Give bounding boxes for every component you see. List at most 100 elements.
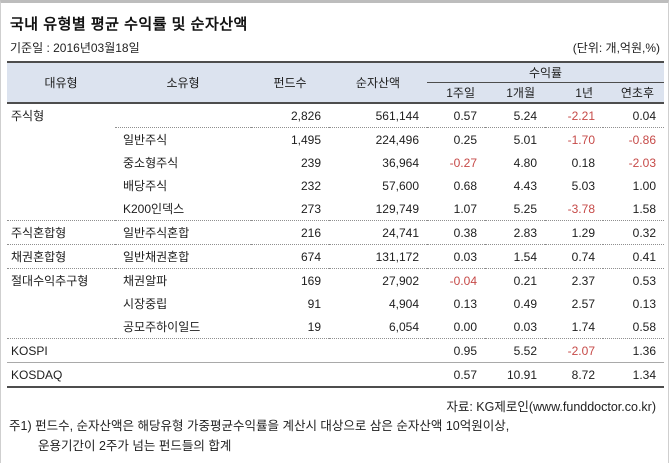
table-header: 대유형 소유형 펀드수 순자산액 수익률 1주일 1개월 1년 연초후	[7, 62, 664, 103]
value-cell: 5.52	[485, 338, 545, 363]
major-type-cell: 주식혼합형	[7, 220, 115, 245]
header-1year: 1년	[545, 82, 603, 103]
value-cell: 1.29	[545, 220, 603, 245]
table-row: 공모주하이일드 19 6,054 0.00 0.03 1.74 0.58	[7, 315, 664, 339]
table-row: 일반주식 1,495 224,496 0.25 5.01 -1.70 -0.86	[7, 128, 664, 152]
value-cell: 0.03	[485, 315, 545, 339]
value-cell: 24,741	[329, 220, 427, 245]
table-body: 주식형 2,826 561,144 0.57 5.24 -2.21 0.04 일반주식 1,49…	[7, 103, 664, 387]
value-cell: 0.95	[427, 338, 485, 363]
value-cell: 0.13	[632, 296, 656, 311]
major-type-cell: 주식형	[11, 109, 45, 124]
major-type-cell: KOSDAQ	[11, 367, 63, 382]
footnote-line-2: 운용기간이 2주가 넘는 펀드들의 합계	[38, 438, 232, 453]
value-cell: 1.07	[427, 197, 485, 221]
value-cell: 0.13	[453, 296, 477, 311]
value-cell: 8.72	[571, 367, 595, 382]
header-ytd: 연초후	[603, 82, 664, 103]
value-cell: 1.34	[632, 367, 656, 382]
value-cell: 5.24	[485, 103, 545, 128]
value-cell: 2.37	[571, 273, 595, 288]
table-row: 채권혼합형 일반채권혼합 674 131,172 0.03 1.54 0.74 0.41	[7, 244, 664, 269]
table-row: 절대수익추구형 채권알파 169 27,902 -0.04 0.21 2.37 0.53	[7, 269, 664, 293]
source-credit: 자료: KG제로인(www.funddoctor.co.kr)	[446, 400, 656, 414]
sub-type-cell: 일반주식	[123, 133, 168, 147]
fund-returns-table: 대유형 소유형 펀드수 순자산액 수익률 1주일 1개월 1년 연초후 주식형 2…	[7, 61, 664, 388]
header-net-assets: 순자산액	[329, 62, 427, 103]
value-cell: 0.53	[632, 273, 656, 288]
header-major-type: 대유형	[7, 62, 115, 103]
major-type-cell	[7, 292, 115, 315]
header-fund-count: 펀드수	[251, 62, 329, 103]
value-cell: 5.25	[485, 197, 545, 221]
header-sub-type: 소유형	[115, 62, 251, 103]
table-row: KOSDAQ 0.57 10.91 8.72 1.34	[7, 363, 664, 388]
header-returns-group: 수익률	[427, 62, 664, 83]
value-cell	[329, 338, 427, 363]
sub-type-cell: 채권알파	[123, 274, 168, 288]
value-cell: 10.91	[506, 367, 537, 382]
sub-type-cell: K200인덱스	[115, 197, 251, 221]
value-cell: 0.32	[603, 220, 664, 245]
table-row: 배당주식 232 57,600 0.68 4.43 5.03 1.00	[7, 174, 664, 197]
value-cell: 57,600	[382, 178, 419, 193]
sub-type-cell: 배당주식	[123, 179, 168, 193]
value-cell: 2.83	[485, 220, 545, 245]
header-1month: 1개월	[485, 82, 545, 103]
table-row: KOSPI 0.95 5.52 -2.07 1.36	[7, 338, 664, 363]
sub-type-cell: 공모주하이일드	[115, 315, 251, 339]
sub-type-cell	[115, 338, 251, 363]
value-cell: 674	[251, 244, 329, 269]
value-cell: 561,144	[329, 103, 427, 128]
value-cell: 4.43	[513, 178, 537, 193]
value-cell: 6,054	[329, 315, 427, 339]
sub-type-cell: 시장중립	[123, 297, 168, 311]
value-cell: 0.38	[427, 220, 485, 245]
value-cell: 91	[307, 296, 321, 311]
page-title: 국내 유형별 평균 수익률 및 순자산액	[10, 16, 248, 33]
value-cell	[251, 338, 329, 363]
meta-row: 기준일 : 2016년03월18일 (단위: 개,억원,%)	[1, 36, 668, 61]
major-type-cell	[7, 197, 115, 221]
value-cell: 0.57	[427, 103, 485, 128]
value-cell: 224,496	[375, 132, 419, 147]
value-cell	[329, 363, 427, 388]
value-cell: 0.74	[545, 244, 603, 269]
value-cell: 36,964	[382, 155, 419, 170]
value-cell: 0.57	[453, 367, 477, 382]
value-cell: -3.78	[545, 197, 603, 221]
value-cell: -2.03	[628, 155, 656, 170]
value-cell: 5.01	[513, 132, 537, 147]
value-cell: 0.18	[571, 155, 595, 170]
value-cell: -2.07	[545, 338, 603, 363]
value-cell: 1.54	[485, 244, 545, 269]
table-row: 주식혼합형 일반주식혼합 216 24,741 0.38 2.83 1.29 0.32	[7, 220, 664, 245]
major-type-cell: 채권혼합형	[7, 244, 115, 269]
table-row: K200인덱스 273 129,749 1.07 5.25 -3.78 1.58	[7, 197, 664, 221]
value-cell	[251, 363, 329, 388]
value-cell: 232	[300, 178, 321, 193]
sub-type-cell	[115, 103, 251, 128]
value-cell: 0.04	[603, 103, 664, 128]
value-cell: 4.80	[513, 155, 537, 170]
value-cell: 19	[251, 315, 329, 339]
major-type-cell: KOSPI	[7, 338, 115, 363]
value-cell: 0.58	[603, 315, 664, 339]
value-cell: 0.68	[453, 178, 477, 193]
value-cell: 2.57	[571, 296, 595, 311]
value-cell: -2.21	[545, 103, 603, 128]
major-type-cell	[7, 174, 115, 197]
value-cell: 0.21	[513, 273, 537, 288]
footnote-line-1: 주1) 펀드수, 순자산액은 해당유형 가중평균수익률을 계산시 대상으로 삼은…	[9, 419, 510, 433]
value-cell: 0.49	[513, 296, 537, 311]
sub-type-cell: 중소형주식	[123, 156, 179, 170]
value-cell: 1.74	[545, 315, 603, 339]
value-cell: 1.00	[632, 178, 656, 193]
table-row: 주식형 2,826 561,144 0.57 5.24 -2.21 0.04	[7, 103, 664, 128]
value-cell: 1.58	[603, 197, 664, 221]
value-cell: 0.00	[427, 315, 485, 339]
major-type-cell	[7, 151, 115, 174]
base-date-label: 기준일 : 2016년03월18일	[10, 41, 140, 55]
value-cell: 131,172	[329, 244, 427, 269]
